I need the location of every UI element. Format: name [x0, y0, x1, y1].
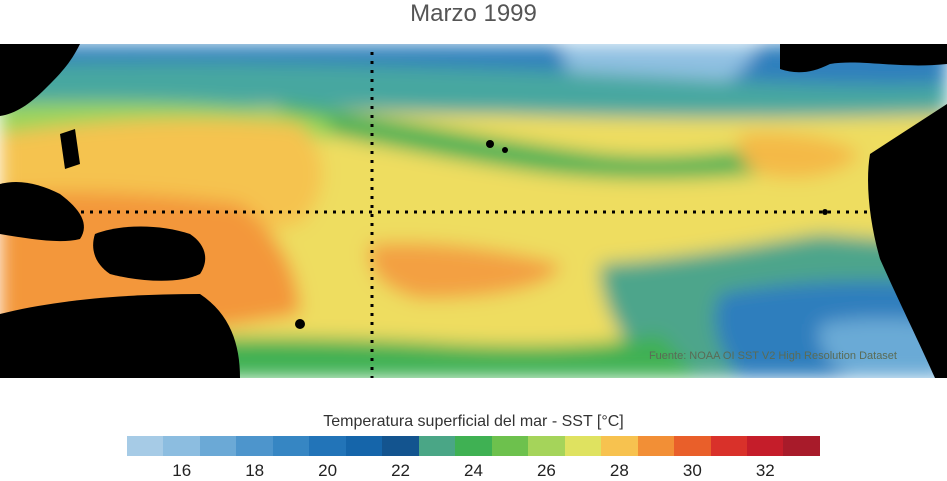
colorbar-swatch	[746, 436, 784, 456]
colorbar-swatch	[674, 436, 711, 456]
colorbar-swatch	[345, 436, 383, 456]
colorbar-swatch	[382, 436, 419, 456]
colorbar-swatch	[528, 436, 565, 456]
colorbar-swatch	[309, 436, 346, 456]
colorbar-label: Temperatura superficial del mar - SST [°…	[323, 413, 624, 430]
colorbar-tick-label: 28	[609, 461, 629, 480]
colorbar-swatch	[491, 436, 529, 456]
colorbar	[127, 436, 820, 456]
colorbar-swatch	[637, 436, 675, 456]
colorbar-swatch	[710, 436, 747, 456]
sst-map	[0, 44, 947, 378]
colorbar-swatch	[564, 436, 602, 456]
colorbar-tick-label: 20	[318, 461, 338, 480]
colorbar-tick-label: 30	[682, 461, 702, 480]
colorbar-swatch	[199, 436, 237, 456]
colorbar-tick-label: 18	[245, 461, 265, 480]
colorbar-ticks: 16 18 20 22 24 26 28 30 32	[127, 456, 820, 480]
colorbar-tick-label: 16	[172, 461, 192, 480]
colorbar-tick-label: 24	[464, 461, 483, 480]
colorbar-tick-label: 32	[755, 461, 775, 480]
colorbar-swatch	[418, 436, 456, 456]
colorbar-swatch	[272, 436, 310, 456]
colorbar-swatch	[783, 436, 820, 456]
colorbar-swatch	[127, 436, 164, 456]
map-title: Marzo 1999	[410, 0, 537, 27]
colorbar-tick-label: 26	[536, 461, 556, 480]
colorbar-tick-label: 22	[391, 461, 411, 480]
colorbar-swatch	[601, 436, 638, 456]
colorbar-swatch	[163, 436, 200, 456]
colorbar-swatch	[455, 436, 492, 456]
data-source-label: Fuente: NOAA OI SST V2 High Resolution D…	[648, 350, 897, 362]
colorbar-swatch	[236, 436, 273, 456]
